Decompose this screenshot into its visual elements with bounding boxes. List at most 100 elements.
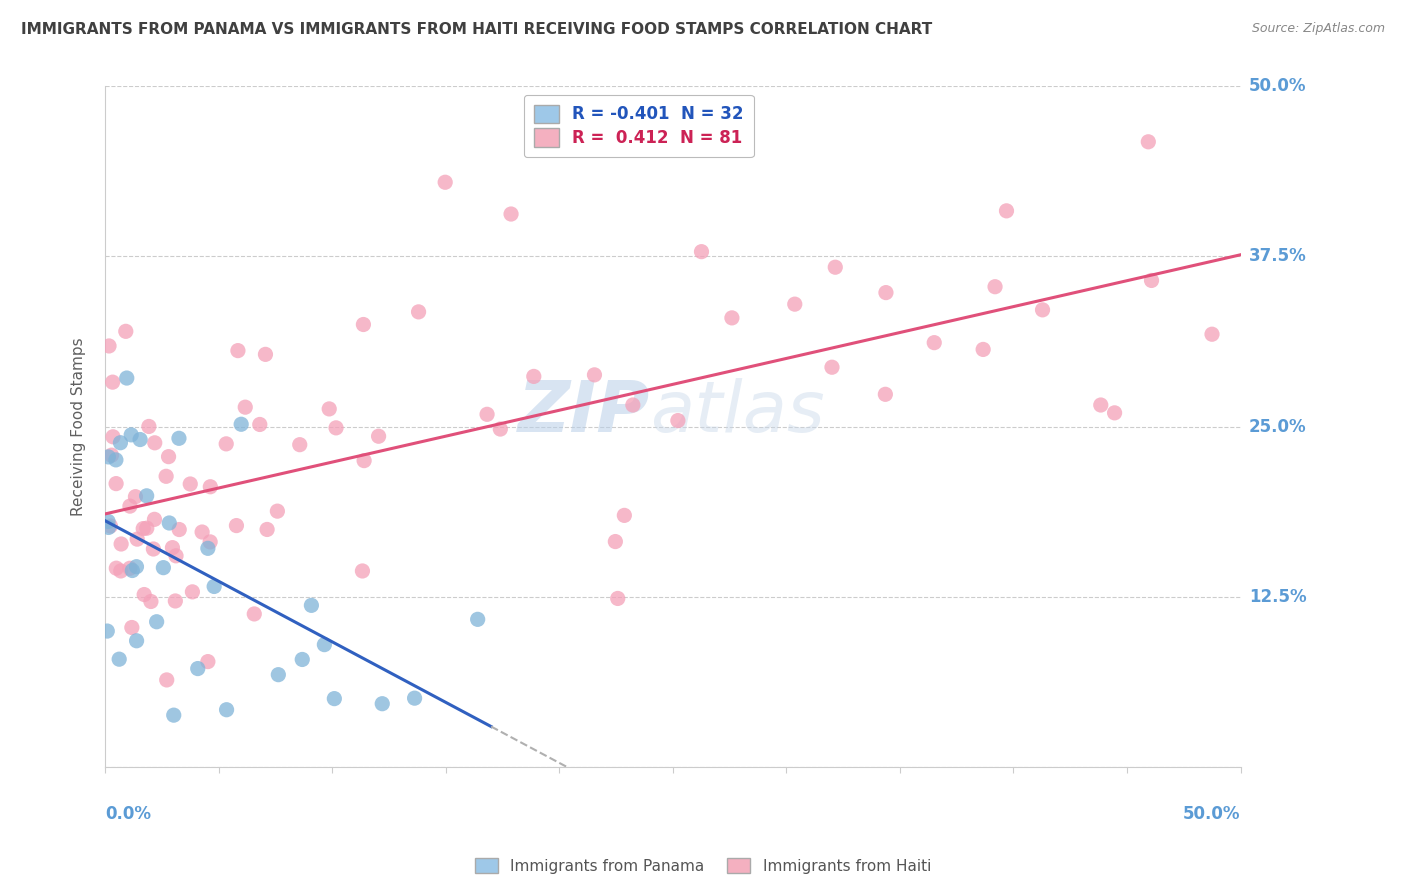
Point (105, 476, 128, 491)
Point (143, 512, 166, 526)
Point (191, 524, 214, 539)
Point (135, 521, 157, 535)
Point (666, 413, 689, 427)
Point (256, 523, 278, 537)
Point (100, 519, 122, 533)
Point (1031, 302, 1053, 317)
Point (621, 398, 644, 412)
Point (197, 655, 219, 669)
Text: ZIP: ZIP (517, 378, 650, 448)
Point (291, 652, 314, 666)
Point (179, 477, 201, 491)
Text: 50.0%: 50.0% (1182, 805, 1240, 823)
Point (118, 561, 141, 575)
Point (181, 585, 204, 599)
Point (142, 541, 165, 556)
Point (165, 594, 187, 608)
Point (233, 400, 256, 414)
Point (96, 624, 118, 638)
Point (499, 207, 522, 221)
Point (145, 615, 167, 629)
Point (1090, 398, 1112, 412)
Point (138, 419, 160, 434)
Point (198, 534, 221, 549)
Point (690, 244, 713, 259)
Point (121, 564, 143, 578)
Point (318, 401, 340, 416)
Text: 37.5%: 37.5% (1249, 247, 1306, 266)
Legend: Immigrants from Panama, Immigrants from Haiti: Immigrants from Panama, Immigrants from … (470, 852, 936, 880)
Point (152, 560, 174, 574)
Point (266, 504, 288, 518)
Point (352, 318, 374, 332)
Point (1201, 327, 1223, 342)
Point (104, 453, 127, 467)
Text: Source: ZipAtlas.com: Source: ZipAtlas.com (1251, 22, 1385, 36)
Point (243, 607, 266, 621)
Point (314, 638, 336, 652)
Point (157, 450, 180, 464)
Point (110, 435, 132, 450)
Point (371, 697, 394, 711)
Point (225, 518, 247, 533)
Point (105, 561, 128, 575)
Point (288, 438, 311, 452)
Point (249, 417, 271, 432)
Point (299, 599, 322, 613)
Point (323, 691, 346, 706)
Point (155, 469, 177, 483)
Point (110, 537, 132, 551)
Point (404, 691, 426, 706)
Point (972, 343, 994, 357)
Point (1137, 135, 1160, 149)
Point (97, 450, 120, 464)
Point (124, 490, 146, 504)
Text: IMMIGRANTS FROM PANAMA VS IMMIGRANTS FROM HAITI RECEIVING FOOD STAMPS CORRELATIO: IMMIGRANTS FROM PANAMA VS IMMIGRANTS FRO… (21, 22, 932, 37)
Point (489, 422, 512, 436)
Point (984, 279, 1007, 293)
Point (167, 431, 190, 445)
Point (197, 541, 219, 556)
Text: atlas: atlas (650, 378, 825, 448)
Point (101, 375, 124, 389)
Point (129, 433, 152, 447)
Point (267, 667, 290, 681)
Point (215, 703, 238, 717)
Point (824, 260, 846, 275)
Point (110, 564, 132, 578)
Point (157, 516, 180, 530)
Point (325, 421, 347, 435)
Point (98, 339, 121, 353)
Point (135, 489, 157, 503)
Point (523, 369, 546, 384)
Point (783, 297, 806, 311)
Point (1104, 406, 1126, 420)
Point (367, 429, 389, 443)
Point (100, 448, 122, 462)
Point (606, 591, 628, 606)
Text: 25.0%: 25.0% (1249, 417, 1306, 435)
Point (108, 652, 131, 666)
Point (995, 203, 1018, 218)
Text: 0.0%: 0.0% (105, 805, 150, 823)
Legend: R = -0.401  N = 32, R =  0.412  N = 81: R = -0.401 N = 32, R = 0.412 N = 81 (524, 95, 754, 157)
Point (605, 534, 627, 549)
Point (353, 453, 375, 467)
Point (583, 368, 606, 382)
Point (215, 437, 238, 451)
Point (434, 175, 457, 189)
Point (132, 522, 155, 536)
Point (115, 371, 138, 385)
Point (475, 407, 498, 421)
Point (165, 549, 187, 563)
Point (97, 515, 120, 529)
Point (922, 335, 945, 350)
Point (143, 435, 166, 450)
Point (134, 588, 156, 602)
Point (875, 387, 897, 401)
Point (127, 532, 149, 546)
Point (821, 360, 844, 375)
Text: 12.5%: 12.5% (1249, 588, 1306, 606)
Point (1140, 273, 1163, 287)
Point (467, 612, 489, 626)
